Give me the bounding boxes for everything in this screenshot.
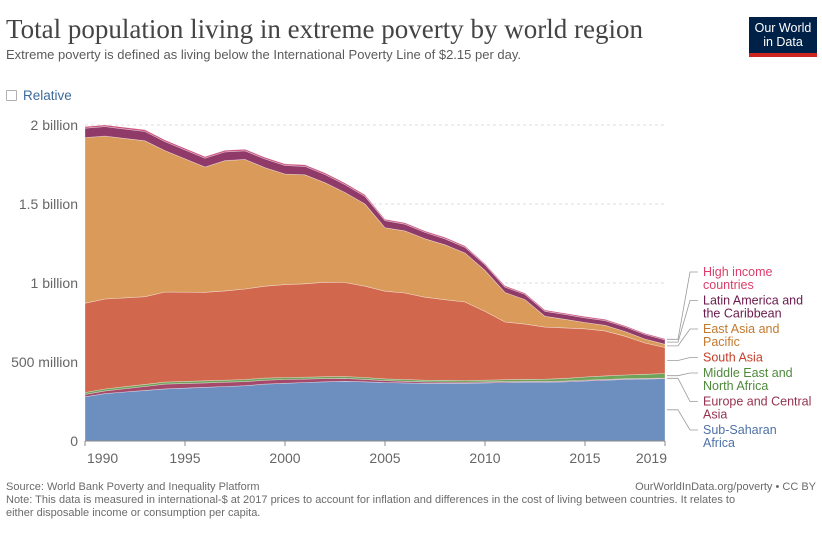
legend-connector-east-asia-and-pacific [667,328,698,347]
x-tick-label: 2015 [569,450,600,466]
legend-connector-high-income-countries [667,271,698,340]
legend-connector-latin-america-and-the-caribbean [667,300,698,343]
x-tick-label: 1990 [87,450,118,466]
area-south-asia[interactable] [84,281,666,393]
credit-link[interactable]: OurWorldInData.org/poverty • CC BY [635,481,816,493]
x-tick-label: 2005 [369,450,400,466]
note-line-2: either disposable income or consumption … [6,507,261,519]
x-tick-label: 1995 [169,450,200,466]
legend-label-europe-and-central-asia[interactable]: Europe and Central Asia [703,395,811,422]
note-line-1: Note: This data is measured in internati… [6,494,736,506]
legend-label-south-asia[interactable]: South Asia [703,351,763,365]
chart-title: Total population living in extreme pover… [6,14,643,44]
legend-label-middle-east-and-north-africa[interactable]: Middle East and North Africa [703,366,793,393]
x-tick-label: 2019 [636,450,667,466]
area-high-income-countries[interactable] [84,124,666,341]
relative-toggle-label: Relative [23,87,72,103]
area-series [84,124,666,442]
logo-line-2: in Data [763,35,803,49]
legend-connector-europe-and-central-asia [667,377,698,402]
relative-toggle[interactable]: Relative [6,86,72,104]
logo-accent-bar [749,53,817,57]
x-axis: 1990 1995 2000 2005 2010 2015 2019 [84,440,667,466]
legend-connector-middle-east-and-north-africa [667,372,698,377]
legend-label-high-income-countries[interactable]: High income countries [703,265,773,292]
y-axis: 0 500 million 1 billion 1.5 billion 2 billio… [11,117,78,449]
legend-label-sub-saharan-africa[interactable]: Sub-Saharan Africa [703,423,777,450]
y-tick-label: 2 billion [31,117,78,133]
y-tick-label: 1 billion [31,275,78,291]
source-text: Source: World Bank Poverty and Inequalit… [6,481,260,493]
legend-label-latin-america-and-the-caribbean[interactable]: Latin America and the Caribbean [703,294,803,321]
legend-label-east-asia-and-pacific[interactable]: East Asia and Pacific [703,322,779,349]
y-tick-label: 0 [70,433,78,449]
y-tick-label: 500 million [11,354,78,370]
chart-subtitle: Extreme poverty is defined as living bel… [6,47,521,62]
legend-connector-south-asia [667,357,698,361]
relative-checkbox[interactable] [6,89,17,101]
stacked-area-chart: 0 500 million 1 billion 1.5 billion 2 billio… [11,117,811,466]
legend-connector-sub-saharan-africa [667,409,698,431]
note-text: Note: This data is measured in internati… [6,494,735,520]
owid-logo[interactable]: Our World in Data [749,17,817,57]
x-tick-label: 2010 [469,450,500,466]
logo-line-1: Our World [754,21,812,35]
y-tick-label: 1.5 billion [19,196,78,212]
x-tick-label: 2000 [269,450,300,466]
